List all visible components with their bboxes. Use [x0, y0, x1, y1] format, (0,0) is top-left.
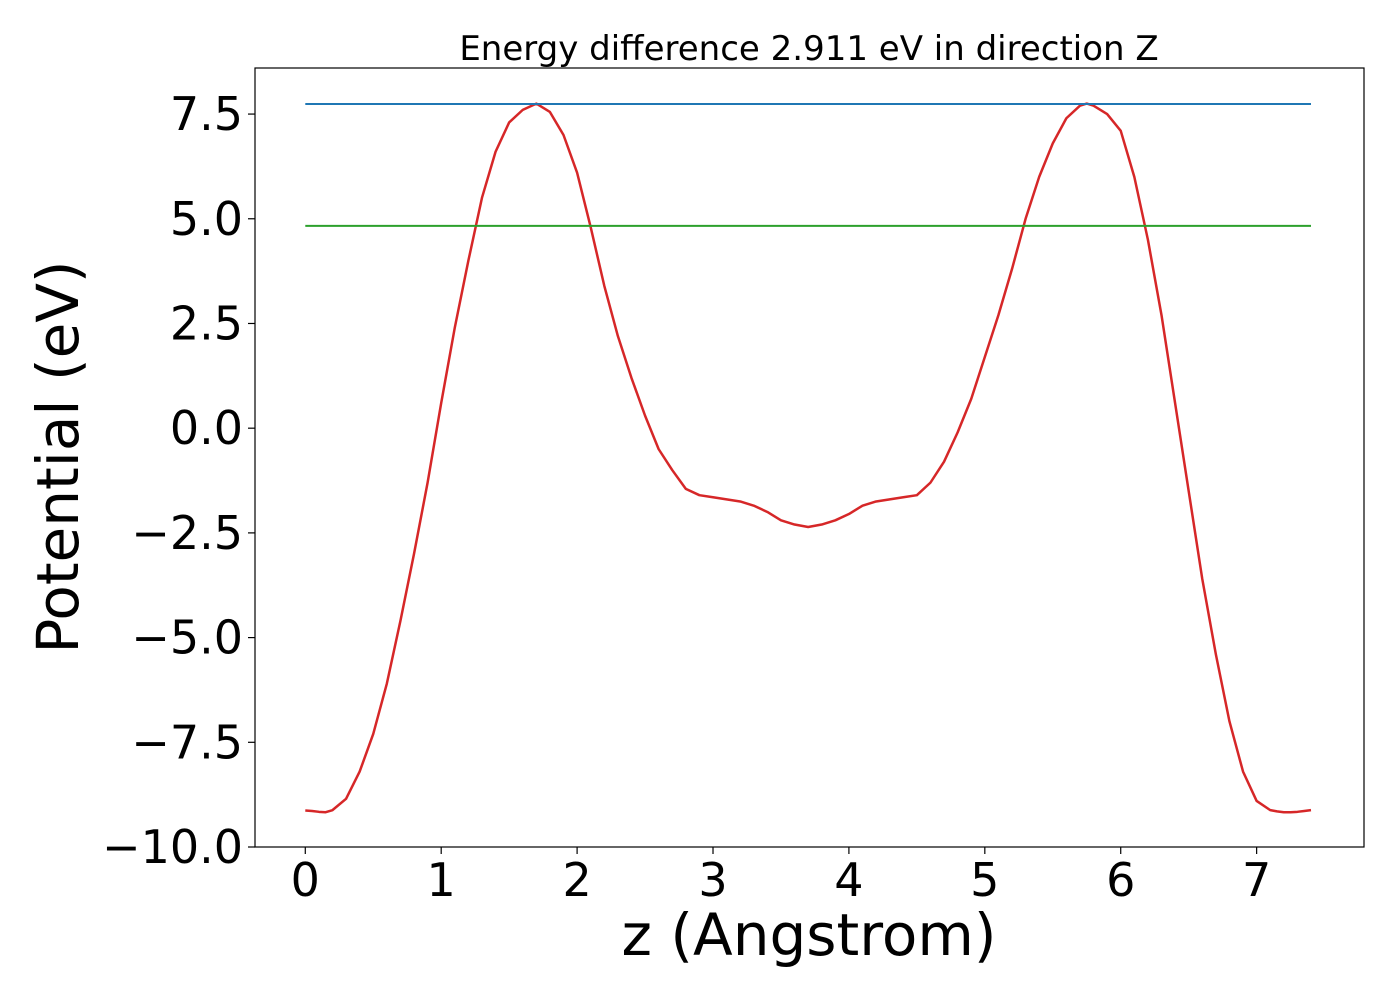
x-tick-label: 0 [291, 853, 320, 907]
y-tick-label: 2.5 [170, 296, 243, 350]
x-tick-label: 1 [427, 853, 456, 907]
x-tick-label: 7 [1242, 853, 1271, 907]
y-tick-label: −2.5 [131, 506, 243, 560]
x-axis-label: z (Angstrom) [622, 901, 997, 969]
chart-title: Energy difference 2.911 eV in direction … [459, 29, 1158, 69]
y-tick-label: 0.0 [170, 401, 243, 455]
x-tick-label: 4 [834, 853, 863, 907]
x-tick-label: 2 [562, 853, 591, 907]
y-tick-label: 7.5 [170, 87, 243, 141]
y-tick-label: −10.0 [102, 820, 243, 874]
y-axis-label: Potential (eV) [24, 260, 92, 653]
y-tick-label: 5.0 [170, 192, 243, 246]
y-tick-label: −5.0 [131, 611, 243, 665]
x-axis-ticks: 0 1 2 3 4 5 6 7 [291, 847, 1271, 907]
plot-frame [254, 67, 1365, 848]
x-tick-label: 5 [970, 853, 999, 907]
y-tick-label: −7.5 [131, 715, 243, 769]
series-line-0 [305, 102, 1312, 814]
x-tick-label: 3 [698, 853, 727, 907]
y-axis-ticks: −10.0 −7.5 −5.0 −2.5 0.0 2.5 5.0 7.5 [102, 87, 255, 874]
x-tick-label: 6 [1106, 853, 1135, 907]
series-layer [305, 102, 1312, 814]
